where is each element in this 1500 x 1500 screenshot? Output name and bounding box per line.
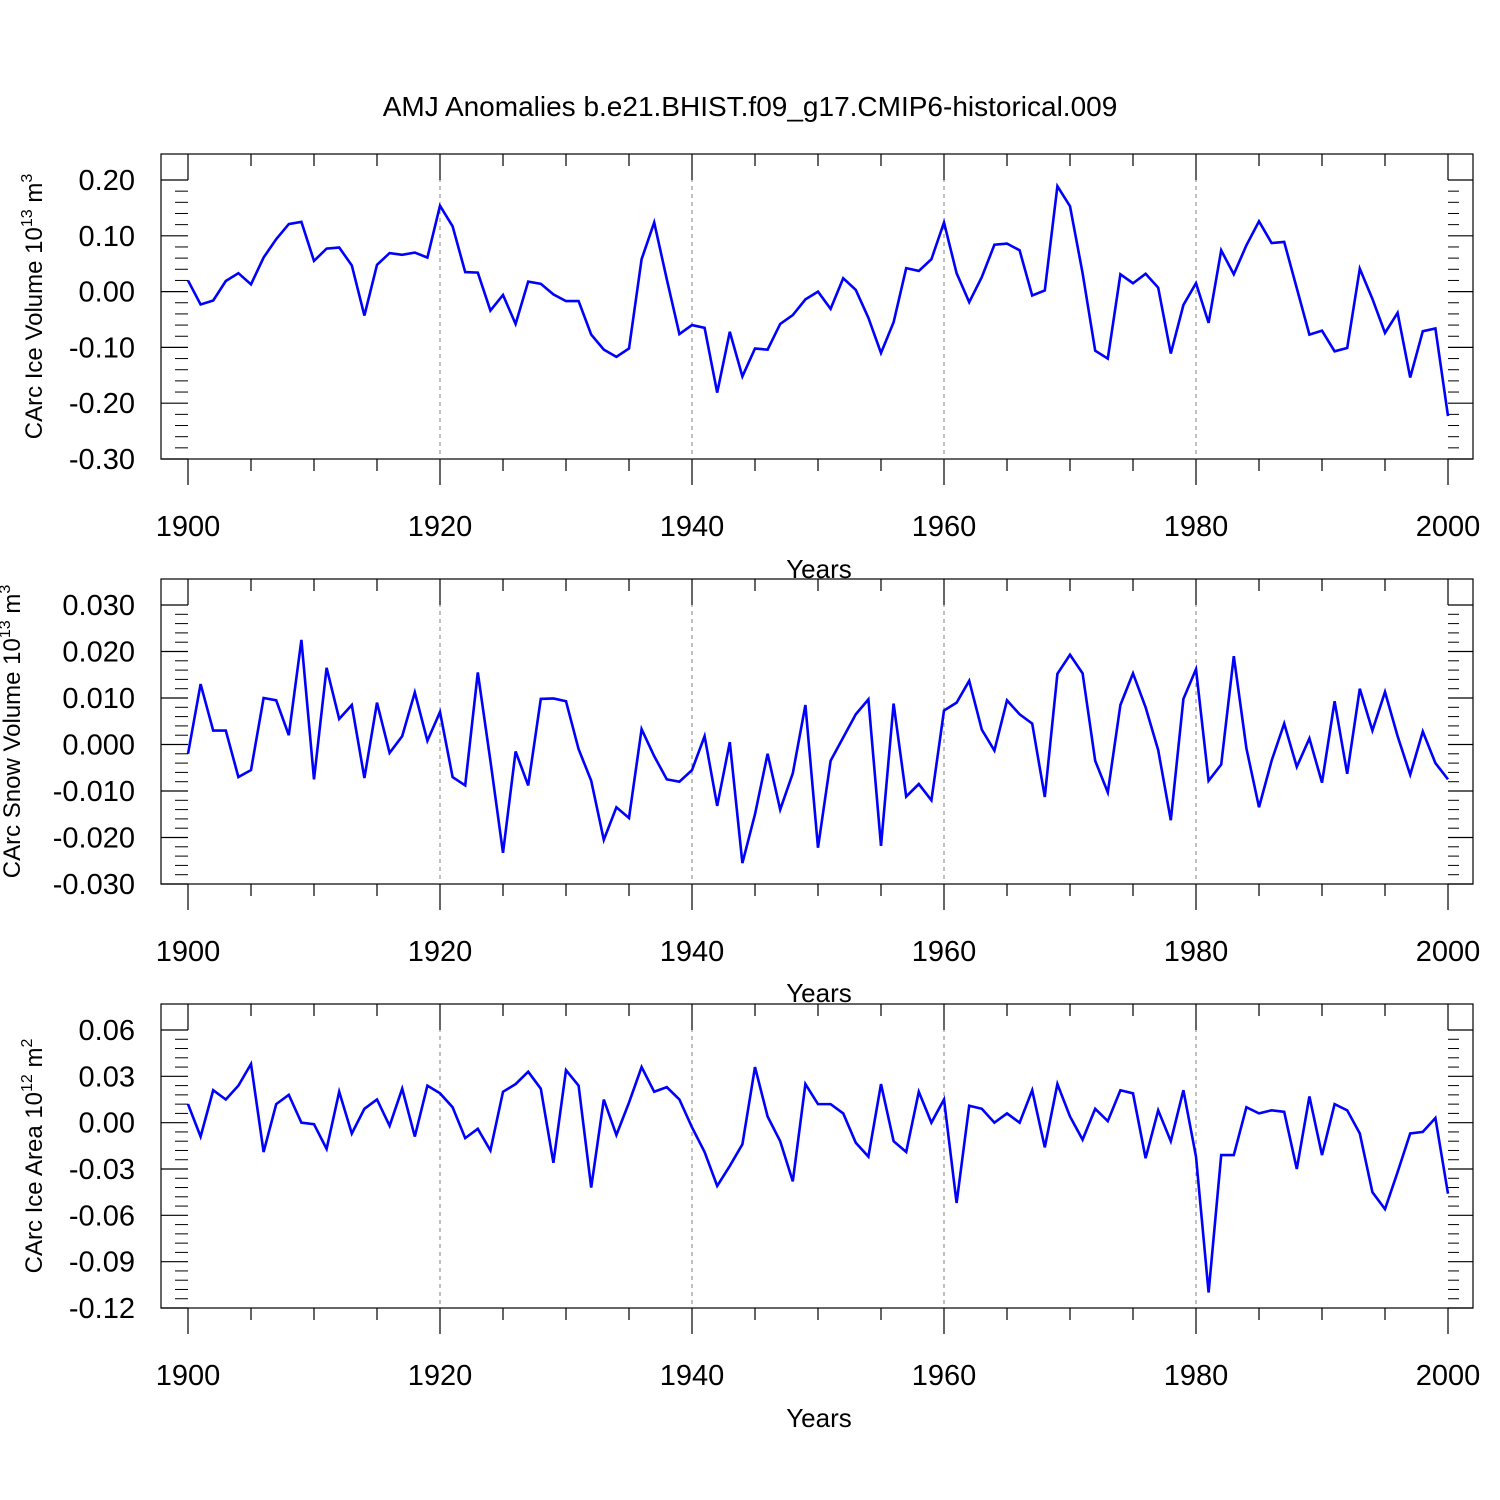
y-tick-label: -0.020 [53,823,135,855]
y-tick-label: 0.000 [62,730,135,762]
x-tick-label: 1900 [156,511,221,543]
plot-frame [160,1003,1474,1309]
y-axis-label-exp: 12 [19,1074,36,1092]
x-tick-label: 1980 [1164,936,1229,968]
y-axis-label-exp: 13 [19,209,36,227]
y-axis-label-unit-exp: 3 [19,174,36,183]
x-tick-label: 1960 [912,511,977,543]
y-tick-label: -0.06 [69,1200,135,1232]
y-tick-label: -0.12 [69,1293,135,1325]
y-tick-label: -0.03 [69,1154,135,1186]
figure-title: AMJ Anomalies b.e21.BHIST.f09_g17.CMIP6-… [383,91,1118,122]
y-axis-label-text: CArc Ice Volume 10 [21,227,48,439]
x-tick-label: 1920 [408,1360,473,1392]
chart-panel-2: -0.030 -0.020 -0.010 0.000 0.010 0.020 0.030 19… [0,578,1481,1008]
x-tick-label: 1900 [156,936,221,968]
x-tick-label: 1940 [660,936,725,968]
chart-panel-1: -0.30 -0.20 -0.10 0.00 0.10 0.20 1900 1920 1940 1… [19,153,1481,584]
x-tick-label: 1960 [912,936,977,968]
y-axis-label-unit: m [0,594,26,621]
y-axis-label-text: CArc Ice Area 10 [21,1092,48,1273]
y-axis-label-text: CArc Snow Volume 10 [0,638,26,878]
plot-frame [160,578,1474,885]
x-tick-label: 1940 [660,1360,725,1392]
series-line-1 [186,1060,1450,1293]
x-axis-label: Years [786,978,852,1008]
series-line-1 [186,639,1450,864]
y-tick-label: 0.010 [62,683,135,715]
x-tick-label: 1960 [912,1360,977,1392]
x-tick-label: 2000 [1416,511,1481,543]
y-tick-label: 0.20 [79,165,135,197]
y-axis-label-unit: m [21,1048,48,1075]
y-axis-label-unit: m [21,183,48,210]
y-tick-label: 0.00 [79,277,135,309]
y-tick-label: -0.10 [69,332,135,364]
x-tick-label: 1920 [408,511,473,543]
x-tick-label: 1900 [156,1360,221,1392]
x-tick-label: 1980 [1164,1360,1229,1392]
panels: -0.30 -0.20 -0.10 0.00 0.10 0.20 1900 1920 1940 1… [0,153,1481,1433]
y-axis-label: CArc Snow Volume 1013 m3 [0,585,26,879]
y-tick-label: -0.030 [53,869,135,901]
y-tick-label: 0.10 [79,221,135,253]
x-tick-label: 1980 [1164,511,1229,543]
chart-panel-3: -0.12 -0.09 -0.06 -0.03 0.00 0.03 0.06 1900 1920… [19,1003,1481,1433]
y-axis-label-unit-exp: 2 [19,1039,36,1048]
plot-frame [160,153,1474,460]
y-axis-label: CArc Ice Volume 1013 m3 [19,174,48,440]
series-line-1 [186,182,1450,417]
y-tick-label: -0.010 [53,776,135,808]
y-tick-label: 0.030 [62,590,135,622]
y-tick-label: -0.30 [69,444,135,476]
x-tick-label: 2000 [1416,1360,1481,1392]
y-tick-label: 0.00 [79,1108,135,1140]
y-axis-label: CArc Ice Area 1012 m2 [19,1039,48,1274]
y-tick-label: 0.06 [79,1015,135,1047]
y-tick-label: 0.03 [79,1061,135,1093]
y-tick-label: -0.20 [69,388,135,420]
x-tick-label: 1940 [660,511,725,543]
x-axis-label: Years [786,1403,852,1433]
y-axis-label-exp: 13 [0,620,14,638]
y-tick-label: 0.020 [62,637,135,669]
y-axis-label-unit-exp: 3 [0,585,14,594]
x-tick-label: 2000 [1416,936,1481,968]
y-tick-label: -0.09 [69,1247,135,1279]
x-tick-label: 1920 [408,936,473,968]
